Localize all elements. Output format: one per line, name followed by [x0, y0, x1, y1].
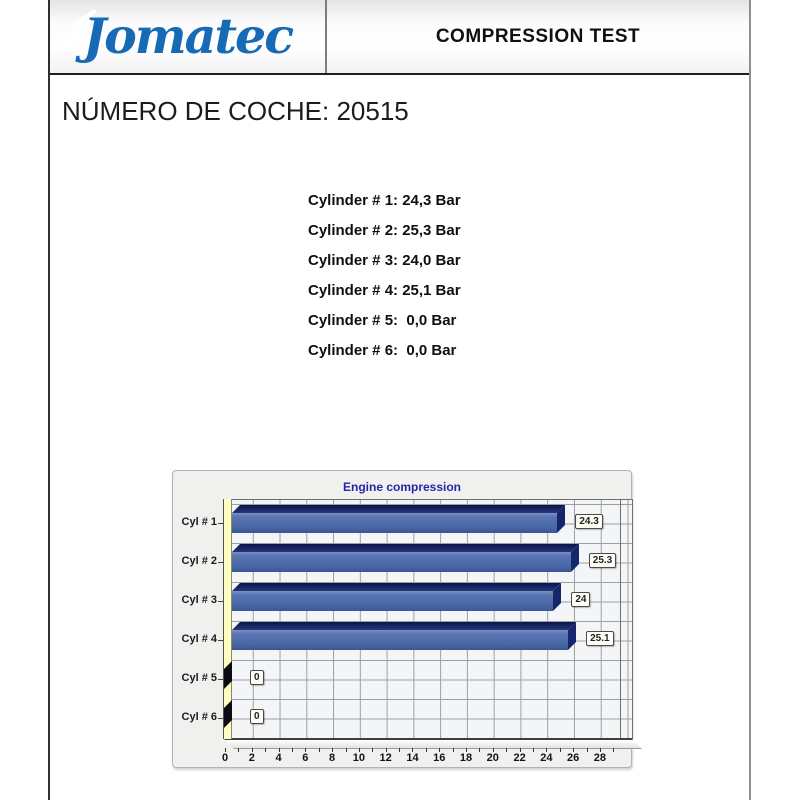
x-axis-tick-label: 24 [540, 752, 553, 764]
x-axis-tick [492, 748, 494, 752]
y-axis-tick [218, 679, 223, 680]
cylinder-reading-line: Cylinder # 3: 24,0 Bar [308, 252, 461, 269]
bar [232, 591, 554, 611]
x-axis-tick [599, 748, 601, 752]
x-axis-tick [425, 748, 427, 752]
x-axis-tick [452, 748, 454, 752]
x-axis-tick-label: 14 [406, 752, 419, 764]
cylinder-reading-line: Cylinder # 5: 0,0 Bar [308, 312, 457, 329]
x-axis-tick [466, 748, 468, 752]
x-axis-tick-label: 12 [379, 752, 392, 764]
bar-value-label: 25.1 [586, 631, 614, 646]
y-axis-tick [218, 601, 223, 602]
x-axis-tick-label: 10 [352, 752, 366, 764]
x-axis-tick [506, 748, 508, 752]
x-axis-tick-label: 4 [275, 752, 282, 764]
x-axis-tick-label: 28 [593, 752, 607, 764]
y-axis-tick [218, 562, 223, 563]
report-title: COMPRESSION TEST [435, 25, 641, 47]
jomatec-logo: Jomatec [82, 7, 294, 65]
x-axis-tick [412, 748, 414, 752]
chart-title: Engine compression [342, 480, 462, 494]
x-axis-tick [519, 748, 521, 752]
chart-3d-wall [223, 499, 232, 739]
bar-value-label: 0 [250, 670, 264, 685]
y-axis-tick [218, 523, 223, 524]
x-axis-tick [559, 748, 561, 752]
category-label: Cyl # 5 [181, 672, 217, 684]
x-axis-tick [358, 748, 360, 752]
bar-value-label: 0 [250, 709, 264, 724]
x-axis-tick-label: 18 [459, 752, 473, 764]
x-axis-tick-label: 0 [221, 752, 229, 764]
bar-top-face [232, 583, 562, 591]
x-axis-tick [586, 748, 588, 752]
category-label: Cyl # 2 [181, 555, 217, 567]
x-axis-tick [532, 748, 534, 752]
cylinder-readings: Cylinder # 1: 24,3 Bar Cylinder # 2: 25,3… [308, 186, 461, 366]
bar-end-cap [224, 661, 232, 689]
bar-value-label: 25.3 [588, 553, 617, 568]
x-axis-tick-label: 20 [486, 752, 499, 764]
x-axis-tick-label: 16 [433, 752, 446, 764]
chart-3d-floor [223, 738, 642, 749]
x-axis-tick [238, 748, 240, 752]
x-axis-tick [399, 748, 401, 752]
bar-value-label: 24 [571, 592, 591, 607]
cylinder-reading-line: Cylinder # 6: 0,0 Bar [308, 342, 457, 359]
category-label: Cyl # 1 [181, 516, 217, 528]
x-axis-tick-label: 2 [248, 752, 255, 764]
x-axis-tick [372, 748, 374, 752]
bar [232, 630, 569, 650]
x-axis-tick [305, 748, 307, 752]
x-axis-tick [318, 748, 320, 752]
x-axis-tick [345, 748, 347, 752]
bar [232, 552, 571, 572]
bar-top-face [232, 544, 579, 552]
x-axis-tick [573, 748, 575, 752]
bar-top-face [232, 505, 566, 513]
chart-right-edge-line [620, 499, 621, 739]
car-number-heading: NÚMERO DE COCHE: 20515 [62, 96, 409, 126]
x-axis-tick [385, 748, 387, 752]
x-axis-tick [546, 748, 548, 752]
x-axis-tick [479, 748, 481, 752]
x-axis-tick-label: 22 [513, 752, 526, 764]
y-axis-tick [218, 718, 223, 719]
bar-end-cap [224, 700, 232, 728]
x-axis-tick [225, 748, 226, 752]
category-label: Cyl # 3 [181, 594, 217, 606]
x-axis-tick [278, 748, 280, 752]
x-axis-tick [332, 748, 334, 752]
x-axis-tick [265, 748, 267, 752]
report-header: Jomatec COMPRESSION TEST [50, 0, 749, 75]
x-axis-tick-label: 8 [329, 752, 336, 764]
logo-cell: Jomatec [50, 0, 325, 73]
chart-bars-layer: 24.3 25.3 24 25.1 0 0 [223, 499, 632, 739]
chart-plot-area [223, 499, 633, 739]
x-axis-tick [613, 748, 615, 752]
cylinder-reading-line: Cylinder # 4: 25,1 Bar [308, 282, 461, 299]
category-label: Cyl # 4 [181, 633, 217, 645]
bar [232, 513, 558, 533]
cylinder-reading-line: Cylinder # 2: 25,3 Bar [308, 222, 461, 239]
cylinder-reading-line: Cylinder # 1: 24,3 Bar [308, 192, 461, 209]
x-axis-tick [251, 748, 253, 752]
x-axis-tick-label: 26 [567, 752, 580, 764]
report-page: Jomatec COMPRESSION TEST NÚMERO DE COCHE… [48, 0, 751, 800]
bar-top-face [232, 622, 577, 630]
x-axis-tick [439, 748, 441, 752]
header-title-cell: COMPRESSION TEST [325, 0, 749, 73]
y-axis-tick [218, 640, 223, 641]
x-axis-tick-label: 6 [302, 752, 309, 764]
x-axis-tick [291, 748, 293, 752]
bar-value-label: 24.3 [575, 514, 603, 529]
category-label: Cyl # 6 [181, 711, 217, 723]
